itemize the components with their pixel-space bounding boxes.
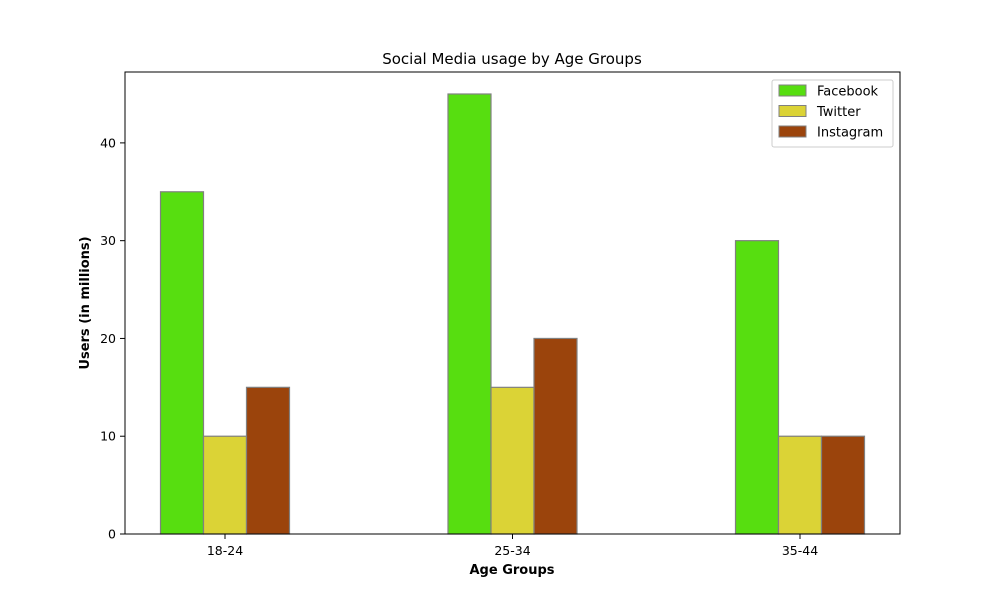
x-tick-label: 18-24 <box>207 543 243 558</box>
legend-label-instagram: Instagram <box>817 126 883 141</box>
bar-instagram-18-24 <box>245 386 291 535</box>
bar-facebook-35-44 <box>734 240 780 535</box>
plot-area <box>159 93 866 535</box>
x-tick-label: 35-44 <box>782 543 818 558</box>
y-tick-label: 20 <box>100 331 116 346</box>
chart-title: Social Media usage by Age Groups <box>382 50 642 68</box>
bar-twitter-35-44 <box>777 435 823 535</box>
bar-twitter-25-34 <box>490 386 535 535</box>
y-tick-label: 10 <box>100 429 116 444</box>
plot-frame <box>124 71 901 535</box>
y-axis-label: Users (in millions) <box>78 236 93 369</box>
y-tick-label: 30 <box>100 233 116 248</box>
bar-facebook-18-24 <box>159 191 205 535</box>
legend-swatch-facebook <box>778 84 807 97</box>
y-axis: 0 10 20 30 40 <box>100 135 125 542</box>
x-axis: 18-24 25-34 35-44 <box>207 534 818 558</box>
legend-label-twitter: Twitter <box>816 105 861 120</box>
y-tick-label: 0 <box>108 527 116 542</box>
legend-label-facebook: Facebook <box>817 85 879 100</box>
bar-instagram-25-34 <box>533 337 578 535</box>
bar-twitter-18-24 <box>202 435 248 535</box>
bar-instagram-35-44 <box>820 435 866 535</box>
x-axis-label: Age Groups <box>469 563 554 578</box>
legend-swatch-twitter <box>778 105 807 117</box>
legend-swatch-instagram <box>778 125 807 138</box>
y-tick-label: 40 <box>100 135 116 150</box>
x-tick-label: 25-34 <box>494 543 530 558</box>
legend: Facebook Twitter Instagram <box>771 79 894 148</box>
bar-facebook-25-34 <box>447 93 492 535</box>
